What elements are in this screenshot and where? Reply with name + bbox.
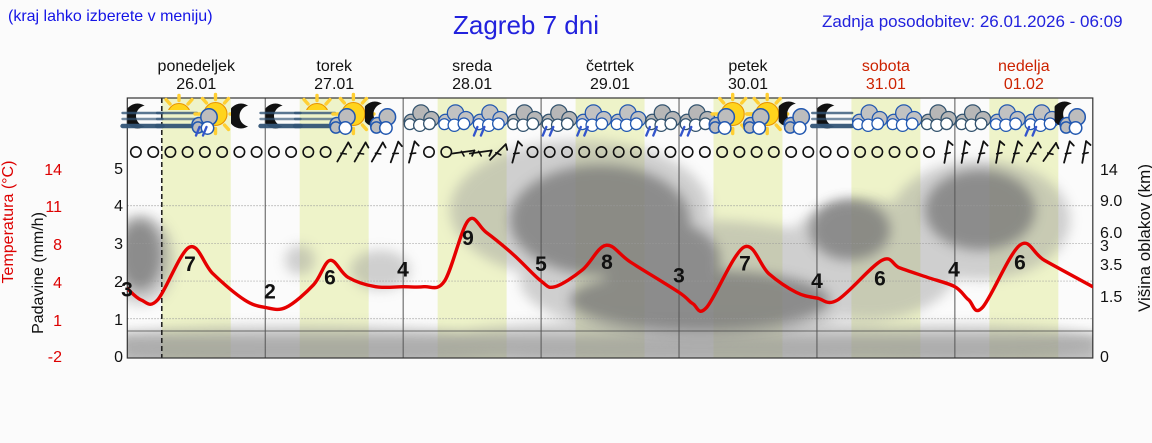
svg-text:5: 5 (535, 253, 547, 276)
svg-text:6: 6 (324, 266, 336, 289)
svg-text:3: 3 (121, 279, 133, 302)
svg-text:7: 7 (184, 253, 196, 276)
svg-text:4: 4 (397, 259, 409, 282)
svg-text:9: 9 (462, 227, 474, 250)
svg-text:6: 6 (874, 267, 886, 290)
svg-text:7: 7 (739, 253, 751, 276)
svg-text:4: 4 (811, 270, 823, 293)
svg-text:6: 6 (1014, 251, 1026, 274)
svg-text:8: 8 (601, 251, 613, 274)
svg-text:4: 4 (948, 258, 960, 281)
svg-text:2: 2 (264, 280, 276, 303)
svg-text:3: 3 (673, 264, 685, 287)
